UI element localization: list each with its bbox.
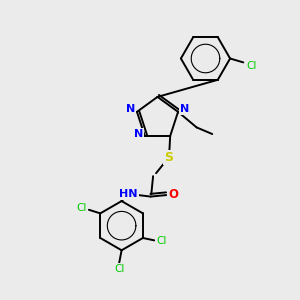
Text: S: S — [164, 151, 173, 164]
Text: O: O — [169, 188, 179, 201]
Text: HN: HN — [119, 189, 138, 199]
Text: N: N — [134, 130, 143, 140]
Text: Cl: Cl — [114, 264, 124, 274]
Text: N: N — [126, 104, 135, 114]
Text: N: N — [180, 104, 189, 114]
Text: Cl: Cl — [156, 236, 167, 246]
Text: Cl: Cl — [76, 203, 87, 213]
Text: Cl: Cl — [246, 61, 256, 71]
